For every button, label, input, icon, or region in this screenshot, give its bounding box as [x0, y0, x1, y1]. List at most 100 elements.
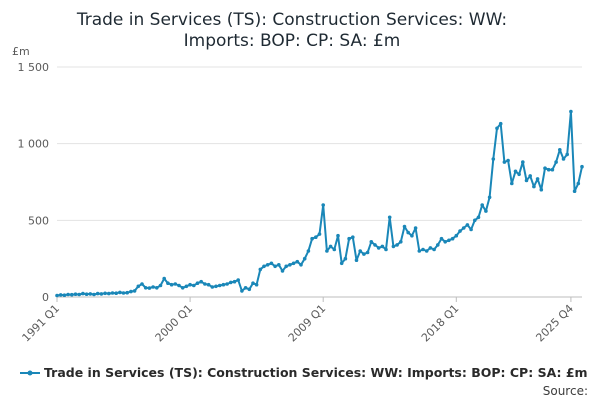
data-point[interactable]	[302, 256, 307, 261]
data-point[interactable]	[284, 264, 289, 269]
data-point[interactable]	[295, 259, 300, 264]
data-point[interactable]	[502, 160, 507, 164]
data-point[interactable]	[192, 283, 196, 288]
data-point[interactable]	[206, 282, 211, 287]
data-point[interactable]	[580, 164, 584, 169]
data-point[interactable]	[280, 269, 285, 273]
data-point[interactable]	[184, 284, 189, 289]
data-point[interactable]	[543, 166, 547, 170]
data-point[interactable]	[343, 256, 348, 261]
data-point[interactable]	[118, 290, 122, 295]
data-point[interactable]	[132, 289, 137, 293]
data-point[interactable]	[121, 291, 126, 295]
data-point[interactable]	[269, 261, 274, 266]
data-point[interactable]	[254, 282, 259, 287]
data-point[interactable]	[469, 227, 473, 232]
data-point[interactable]	[84, 292, 89, 297]
data-point[interactable]	[125, 290, 129, 295]
data-point[interactable]	[251, 281, 255, 286]
data-point[interactable]	[306, 249, 311, 253]
data-point[interactable]	[432, 247, 436, 252]
data-point[interactable]	[262, 264, 266, 269]
data-point[interactable]	[347, 236, 351, 241]
data-point[interactable]	[421, 247, 425, 252]
data-point[interactable]	[177, 283, 181, 288]
data-point[interactable]	[417, 249, 422, 253]
data-point[interactable]	[454, 233, 459, 238]
data-point[interactable]	[339, 261, 344, 266]
data-point[interactable]	[395, 243, 399, 247]
data-point[interactable]	[487, 195, 492, 200]
data-point[interactable]	[169, 282, 174, 287]
data-point[interactable]	[258, 267, 263, 272]
data-point[interactable]	[384, 247, 388, 252]
data-point[interactable]	[406, 230, 411, 235]
data-point[interactable]	[535, 177, 540, 181]
data-point[interactable]	[424, 249, 429, 253]
data-point[interactable]	[476, 215, 481, 220]
data-point[interactable]	[539, 187, 544, 192]
data-point[interactable]	[380, 244, 385, 249]
data-point[interactable]	[436, 243, 440, 247]
data-point[interactable]	[77, 292, 81, 297]
data-point[interactable]	[221, 282, 226, 287]
data-point[interactable]	[70, 292, 74, 297]
data-point[interactable]	[203, 282, 207, 286]
data-point[interactable]	[81, 291, 85, 296]
data-point[interactable]	[524, 178, 529, 183]
data-point[interactable]	[158, 283, 163, 288]
data-point[interactable]	[95, 291, 100, 296]
data-point[interactable]	[103, 291, 107, 296]
data-point[interactable]	[328, 244, 333, 249]
data-point[interactable]	[55, 293, 59, 298]
data-point[interactable]	[458, 229, 462, 233]
data-point[interactable]	[277, 263, 281, 267]
data-point[interactable]	[376, 246, 381, 250]
data-point[interactable]	[155, 286, 159, 290]
data-point[interactable]	[288, 263, 292, 267]
data-point[interactable]	[491, 157, 496, 161]
data-point[interactable]	[265, 263, 270, 267]
data-point[interactable]	[513, 169, 518, 174]
data-point[interactable]	[180, 286, 185, 290]
data-point[interactable]	[321, 203, 326, 207]
data-point[interactable]	[351, 235, 355, 239]
data-point[interactable]	[73, 292, 78, 297]
data-point[interactable]	[532, 184, 536, 189]
data-point[interactable]	[225, 282, 229, 286]
data-point[interactable]	[240, 289, 244, 293]
data-point[interactable]	[362, 252, 366, 256]
data-point[interactable]	[498, 121, 503, 126]
data-point[interactable]	[129, 289, 133, 294]
data-point[interactable]	[114, 291, 118, 296]
data-point[interactable]	[561, 157, 566, 161]
data-point[interactable]	[166, 281, 170, 286]
data-point[interactable]	[369, 240, 374, 244]
data-point[interactable]	[480, 203, 485, 207]
data-point[interactable]	[495, 126, 499, 131]
data-point[interactable]	[550, 167, 555, 172]
data-point[interactable]	[99, 292, 104, 296]
data-point[interactable]	[162, 276, 166, 281]
data-point[interactable]	[232, 279, 237, 284]
data-point[interactable]	[461, 226, 466, 230]
data-point[interactable]	[554, 160, 558, 164]
data-point[interactable]	[188, 282, 192, 287]
data-point[interactable]	[506, 158, 510, 163]
data-point[interactable]	[546, 167, 551, 172]
data-point[interactable]	[387, 215, 392, 220]
data-point[interactable]	[314, 235, 318, 239]
data-point[interactable]	[217, 283, 222, 288]
data-point[interactable]	[569, 109, 573, 114]
data-point[interactable]	[413, 226, 418, 230]
data-point[interactable]	[243, 286, 248, 290]
data-point[interactable]	[147, 286, 152, 290]
data-point[interactable]	[310, 236, 314, 241]
data-point[interactable]	[195, 281, 200, 286]
data-point[interactable]	[473, 218, 477, 223]
data-point[interactable]	[354, 258, 359, 263]
data-point[interactable]	[484, 209, 488, 213]
data-point[interactable]	[136, 284, 141, 289]
data-point[interactable]	[325, 249, 329, 253]
data-point[interactable]	[358, 249, 363, 253]
